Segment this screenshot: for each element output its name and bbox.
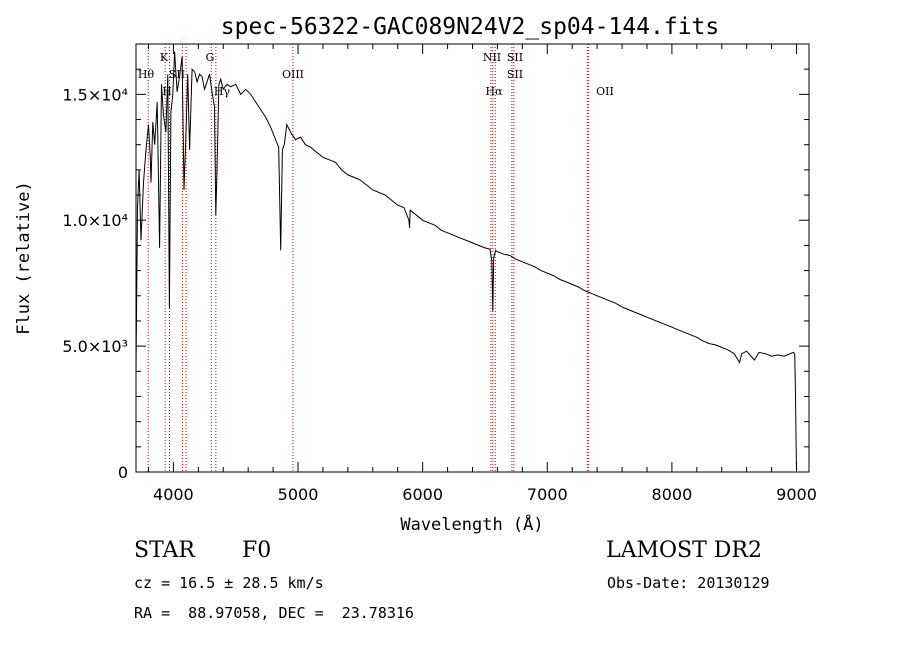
line-label-11: OII [596,85,614,98]
y-tick-label-3: 1.5×10⁴ [62,85,128,104]
line-label-3: SII [169,68,185,81]
x-tick-label-4: 8000 [652,485,693,504]
object-subclass: F0 [242,538,272,563]
x-tick-label-1: 5000 [278,485,319,504]
x-tick-label-3: 7000 [527,485,568,504]
line-label-6: OIII [282,68,304,81]
x-axis-ticks: 4000 5000 6000 7000 8000 9000 [147,44,817,504]
x-tick-label-0: 4000 [153,485,194,504]
line-label-4: G [206,51,215,64]
redshift-text: cz = 16.5 ± 28.5 km/s [134,574,324,592]
line-label-0: Hθ [138,68,155,81]
coordinates: RA = 88.97058, DEC = 23.78316 [134,604,414,622]
line-label-10: SII [507,68,523,81]
line-label-9: Hα [485,85,503,98]
spectrum-line [135,51,797,473]
y-axis-ticks: 0 5.0×10³ 1.0×10⁴ 1.5×10⁴ [62,43,809,482]
x-axis-label: Wavelength (Å) [400,513,543,535]
survey-name: LAMOST DR2 [606,538,762,563]
x-tick-label-2: 6000 [402,485,443,504]
object-class: STAR [134,538,195,563]
line-label-1: K [160,51,169,64]
x-tick-label-5: 9000 [776,485,817,504]
line-label-8: SII [507,51,523,64]
plot-frame [135,43,810,473]
obs-date: Obs-Date: 20130129 [607,574,770,592]
line-label-5: Hγ [214,85,231,98]
y-tick-label-1: 5.0×10³ [62,337,128,356]
line-label-7: NII [483,51,501,64]
chart-title: spec-56322-GAC089N24V2_sp04-144.fits [221,14,720,40]
y-tick-label-2: 1.0×10⁴ [62,211,128,230]
y-tick-label-0: 0 [118,463,128,482]
y-axis-label: Flux (relative) [14,181,34,335]
